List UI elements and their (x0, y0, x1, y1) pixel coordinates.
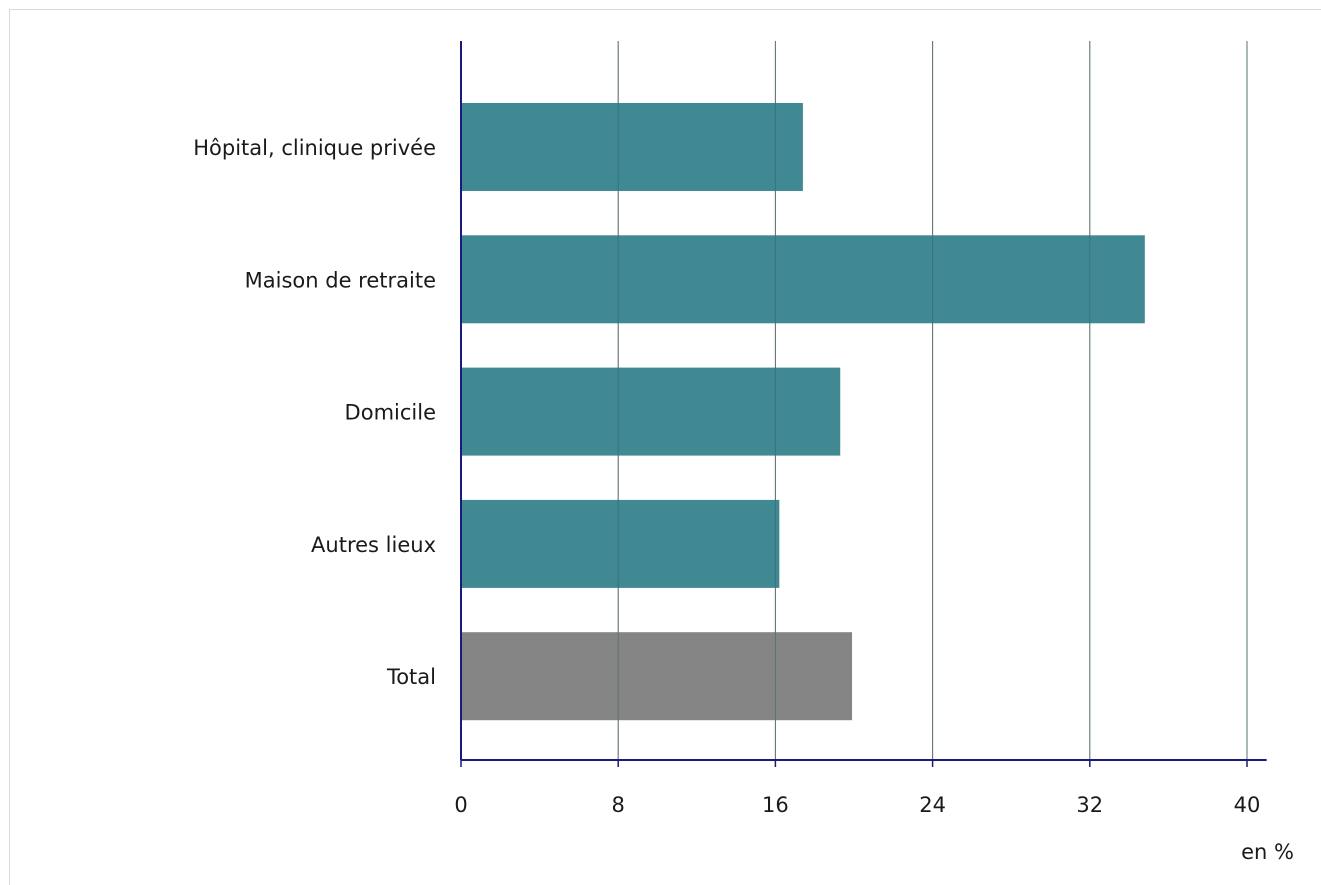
axes (460, 41, 1267, 767)
x-tick-label-24: 24 (919, 793, 946, 817)
bar-3 (461, 367, 841, 456)
x-axis-unit-label: en % (1241, 840, 1294, 864)
category-labels: Hôpital, clinique privée Maison de retrai… (193, 136, 436, 689)
x-tick-label-16: 16 (762, 793, 789, 817)
bar-1 (461, 103, 803, 191)
category-label-3: Domicile (345, 401, 436, 425)
bar-2 (461, 235, 1145, 324)
x-tick-label-0: 0 (454, 793, 467, 817)
category-label-4: Autres lieux (311, 533, 436, 557)
bar-4 (461, 499, 780, 588)
bars (461, 41, 1248, 760)
chart-frame (9, 9, 1321, 885)
x-tick-label-8: 8 (612, 793, 625, 817)
category-label-1: Hôpital, clinique privée (193, 136, 436, 160)
x-tick-labels: 0 8 16 24 32 40 (454, 793, 1260, 817)
category-label-2: Maison de retraite (245, 268, 436, 292)
bar-5 (461, 632, 853, 721)
x-tick-label-32: 32 (1076, 793, 1103, 817)
category-label-5: Total (386, 665, 436, 689)
x-tick-label-40: 40 (1234, 793, 1261, 817)
